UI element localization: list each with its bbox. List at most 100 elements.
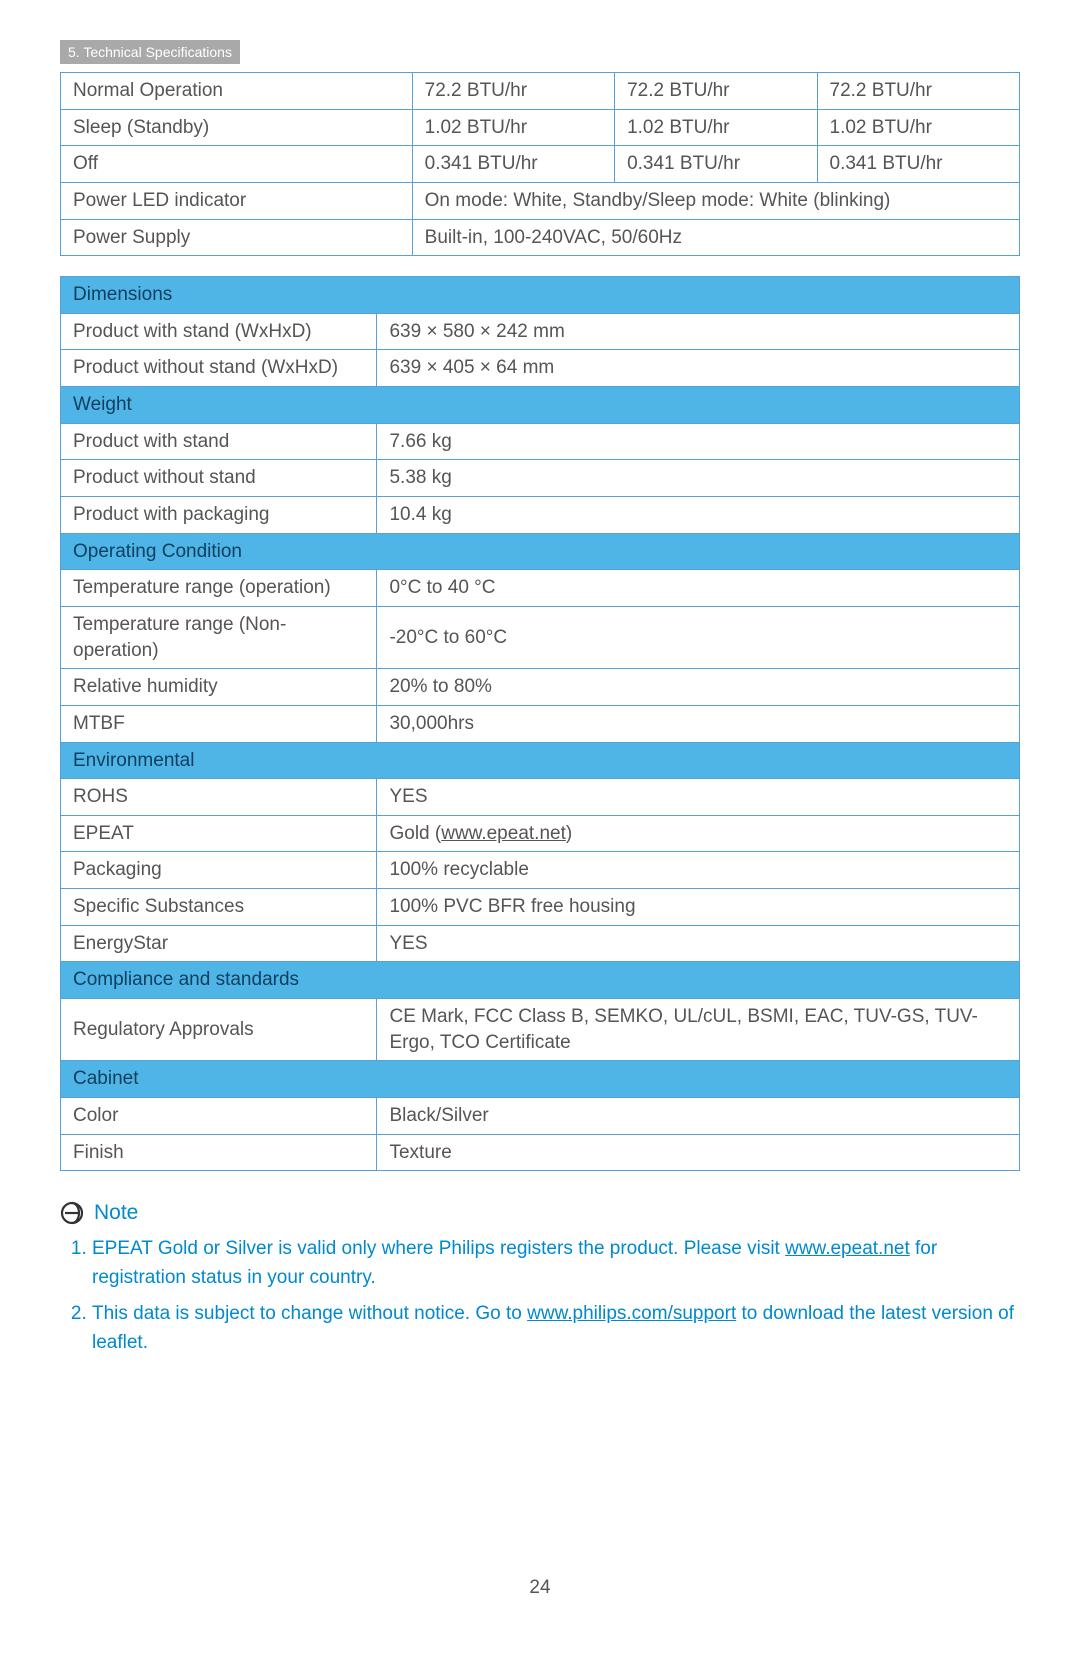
- spec-label: Temperature range (operation): [61, 570, 377, 607]
- spec-value: Built-in, 100-240VAC, 50/60Hz: [412, 219, 1019, 256]
- spec-value: 20% to 80%: [377, 669, 1020, 706]
- table-row: Normal Operation72.2 BTU/hr72.2 BTU/hr72…: [61, 73, 1020, 110]
- spec-label: MTBF: [61, 705, 377, 742]
- link[interactable]: www.epeat.net: [441, 823, 566, 844]
- section-header: Dimensions: [61, 277, 1020, 314]
- note-list: EPEAT Gold or Silver is valid only where…: [60, 1235, 1020, 1357]
- spec-value: 72.2 BTU/hr: [412, 73, 614, 110]
- table-row: Temperature range (operation)0°C to 40 °…: [61, 570, 1020, 607]
- spec-label: Off: [61, 146, 413, 183]
- spec-value: Black/Silver: [377, 1097, 1020, 1134]
- table-row: EnergyStarYES: [61, 925, 1020, 962]
- section-header: Weight: [61, 387, 1020, 424]
- spec-label: Product with stand (WxHxD): [61, 313, 377, 350]
- spec-label: Product without stand (WxHxD): [61, 350, 377, 387]
- spec-table-2: DimensionsProduct with stand (WxHxD)639 …: [60, 276, 1020, 1171]
- table-row: FinishTexture: [61, 1134, 1020, 1171]
- spec-value: 1.02 BTU/hr: [817, 109, 1019, 146]
- spec-value: 100% PVC BFR free housing: [377, 889, 1020, 926]
- spec-value: 0.341 BTU/hr: [412, 146, 614, 183]
- table-row: Product with stand7.66 kg: [61, 423, 1020, 460]
- table-row: EPEATGold (www.epeat.net): [61, 815, 1020, 852]
- section-header-row: Environmental: [61, 742, 1020, 779]
- spec-value: 0.341 BTU/hr: [615, 146, 817, 183]
- spec-label: Product with packaging: [61, 497, 377, 534]
- section-header-row: Weight: [61, 387, 1020, 424]
- note-link[interactable]: www.epeat.net: [785, 1238, 910, 1259]
- note-block: Note EPEAT Gold or Silver is valid only …: [60, 1201, 1020, 1357]
- table-row: Regulatory ApprovalsCE Mark, FCC Class B…: [61, 999, 1020, 1061]
- note-icon: [60, 1201, 84, 1225]
- spec-value: 639 × 580 × 242 mm: [377, 313, 1020, 350]
- spec-label: Power LED indicator: [61, 182, 413, 219]
- page: 5. Technical Specifications Normal Opera…: [0, 0, 1080, 1659]
- spec-label: Product without stand: [61, 460, 377, 497]
- spec-value: 30,000hrs: [377, 705, 1020, 742]
- spec-value: Gold (www.epeat.net): [377, 815, 1020, 852]
- spec-value: 72.2 BTU/hr: [615, 73, 817, 110]
- section-header: Operating Condition: [61, 533, 1020, 570]
- spec-label: Color: [61, 1097, 377, 1134]
- spec-value: -20°C to 60°C: [377, 606, 1020, 668]
- table-row: Temperature range (Non-operation)-20°C t…: [61, 606, 1020, 668]
- table-row: ColorBlack/Silver: [61, 1097, 1020, 1134]
- spec-value: CE Mark, FCC Class B, SEMKO, UL/cUL, BSM…: [377, 999, 1020, 1061]
- spec-value: 10.4 kg: [377, 497, 1020, 534]
- note-item: This data is subject to change without n…: [92, 1300, 1020, 1357]
- spec-label: Sleep (Standby): [61, 109, 413, 146]
- table-row: Power SupplyBuilt-in, 100-240VAC, 50/60H…: [61, 219, 1020, 256]
- spec-label: Power Supply: [61, 219, 413, 256]
- section-header: Compliance and standards: [61, 962, 1020, 999]
- spec-label: Product with stand: [61, 423, 377, 460]
- section-header: Environmental: [61, 742, 1020, 779]
- note-item: EPEAT Gold or Silver is valid only where…: [92, 1235, 1020, 1292]
- spec-label: EnergyStar: [61, 925, 377, 962]
- note-text-pre: This data is subject to change without n…: [92, 1303, 527, 1324]
- spec-label: Regulatory Approvals: [61, 999, 377, 1061]
- table-row: Sleep (Standby)1.02 BTU/hr1.02 BTU/hr1.0…: [61, 109, 1020, 146]
- section-header-row: Operating Condition: [61, 533, 1020, 570]
- table-row: Off0.341 BTU/hr0.341 BTU/hr0.341 BTU/hr: [61, 146, 1020, 183]
- page-number: 24: [60, 1577, 1020, 1599]
- spec-label: Packaging: [61, 852, 377, 889]
- note-link[interactable]: www.philips.com/support: [527, 1303, 736, 1324]
- spec-label: Specific Substances: [61, 889, 377, 926]
- spec-value: 0°C to 40 °C: [377, 570, 1020, 607]
- spec-label: Relative humidity: [61, 669, 377, 706]
- spec-value: 5.38 kg: [377, 460, 1020, 497]
- table-row: Product with stand (WxHxD)639 × 580 × 24…: [61, 313, 1020, 350]
- table-row: Specific Substances100% PVC BFR free hou…: [61, 889, 1020, 926]
- spec-value: 1.02 BTU/hr: [615, 109, 817, 146]
- note-title: Note: [94, 1201, 138, 1225]
- table-row: Relative humidity20% to 80%: [61, 669, 1020, 706]
- table-row: Power LED indicatorOn mode: White, Stand…: [61, 182, 1020, 219]
- table-row: Product with packaging10.4 kg: [61, 497, 1020, 534]
- spec-label: ROHS: [61, 779, 377, 816]
- table-row: Packaging100% recyclable: [61, 852, 1020, 889]
- spec-value: 100% recyclable: [377, 852, 1020, 889]
- spec-label: Normal Operation: [61, 73, 413, 110]
- spec-value: Texture: [377, 1134, 1020, 1171]
- section-tab: 5. Technical Specifications: [60, 40, 240, 64]
- spec-value: 7.66 kg: [377, 423, 1020, 460]
- note-text-pre: EPEAT Gold or Silver is valid only where…: [92, 1238, 785, 1259]
- table-row: MTBF30,000hrs: [61, 705, 1020, 742]
- section-header-row: Cabinet: [61, 1061, 1020, 1098]
- spec-value: On mode: White, Standby/Sleep mode: Whit…: [412, 182, 1019, 219]
- table-row: Product without stand (WxHxD)639 × 405 ×…: [61, 350, 1020, 387]
- spec-table-1: Normal Operation72.2 BTU/hr72.2 BTU/hr72…: [60, 72, 1020, 256]
- spec-value: 72.2 BTU/hr: [817, 73, 1019, 110]
- spec-label: EPEAT: [61, 815, 377, 852]
- section-header-row: Compliance and standards: [61, 962, 1020, 999]
- spec-value: YES: [377, 779, 1020, 816]
- spec-value: 1.02 BTU/hr: [412, 109, 614, 146]
- spec-value: 639 × 405 × 64 mm: [377, 350, 1020, 387]
- spec-label: Temperature range (Non-operation): [61, 606, 377, 668]
- section-header-row: Dimensions: [61, 277, 1020, 314]
- spec-value-prefix: Gold (: [389, 823, 441, 844]
- spec-label: Finish: [61, 1134, 377, 1171]
- spec-value-suffix: ): [566, 823, 572, 844]
- section-header: Cabinet: [61, 1061, 1020, 1098]
- spec-value: YES: [377, 925, 1020, 962]
- table-row: Product without stand5.38 kg: [61, 460, 1020, 497]
